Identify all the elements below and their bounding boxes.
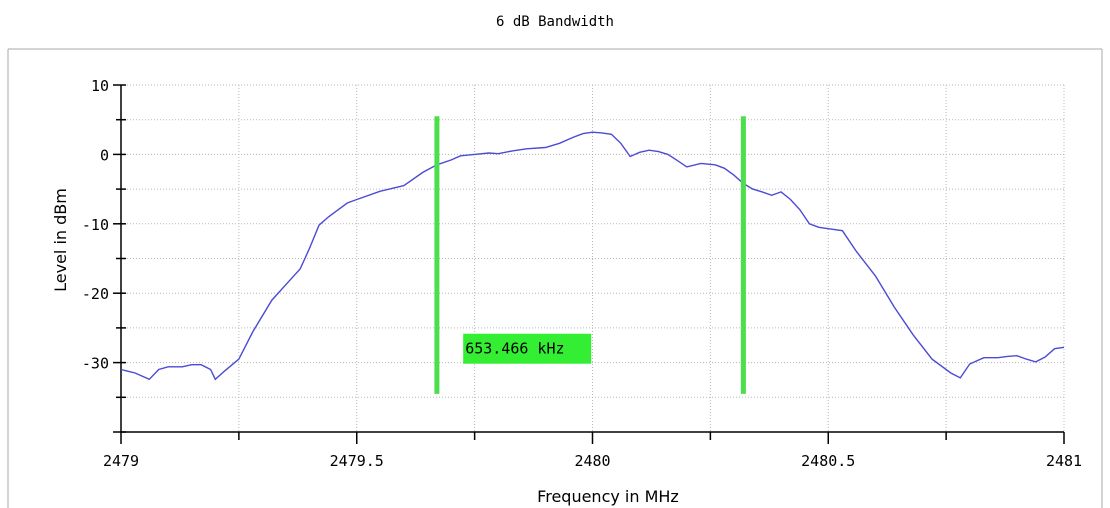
y-tick-label: 10 (91, 77, 109, 95)
y-tick-label: -20 (82, 285, 109, 303)
y-axis-title: Level in dBm (51, 188, 70, 292)
bandwidth-annotation: 653.466 kHz (463, 333, 592, 364)
x-tick-label: 2479 (103, 452, 139, 470)
bandwidth-label: 653.466 kHz (465, 340, 564, 358)
spectrum-trace (120, 131, 1065, 381)
plot-frame (7, 48, 1103, 508)
grid (121, 84, 1065, 432)
x-tick-label: 2479.5 (330, 452, 384, 470)
y-tick-label: -30 (82, 355, 109, 373)
y-tick-label: -10 (82, 216, 109, 234)
y-tick-label: 0 (100, 146, 109, 164)
bandwidth-label-background (463, 333, 592, 364)
y-ticks: 10 0 -10 -20 -30 (82, 77, 126, 433)
x-tick-label: 2481 (1046, 452, 1082, 470)
x-axis-title: Frequency in MHz (537, 487, 679, 506)
x-tick-label: 2480.5 (801, 452, 855, 470)
x-tick-label: 2480 (574, 452, 610, 470)
chart-title: 6 dB Bandwidth (496, 14, 614, 30)
x-ticks: 2479 2479.5 2480 2480.5 2481 (103, 432, 1082, 470)
